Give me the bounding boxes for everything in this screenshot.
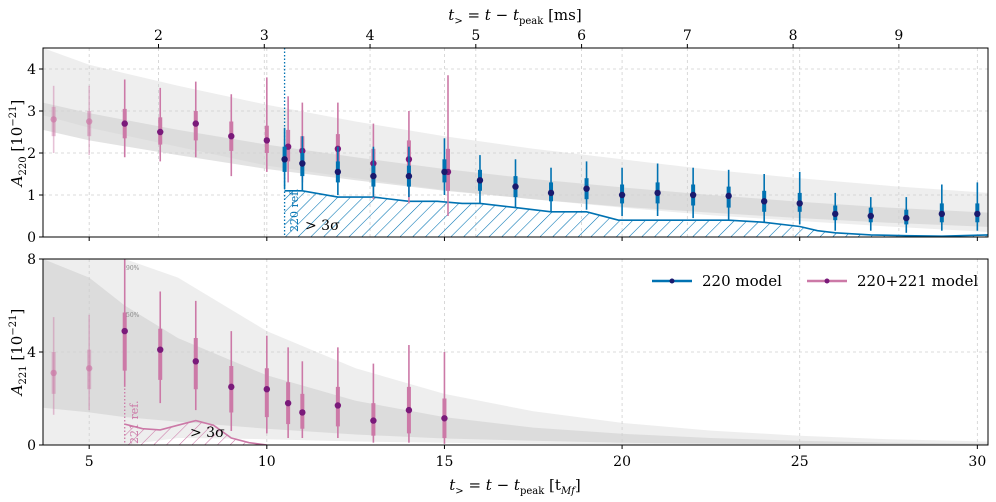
bot-point [121,327,128,335]
top-point [867,212,874,220]
bottom-reference-label: 221 ref. [128,401,141,444]
top-xtick-label: 6 [577,28,586,44]
top-point [441,168,448,176]
bottom-y-ticks: 0 4 8 [27,252,43,454]
legend-label-220-221: 220+221 model [857,272,978,290]
band-label-50: 50% [126,312,140,319]
top-point [157,128,164,136]
bottom-panel: 5 10 15 20 25 30 0 4 8 t> = t − tpeak [tMf] A22… [8,237,989,497]
bot-point [334,402,342,409]
bottom-sigma-label: > 3σ [190,425,225,441]
bottom-xtick-label: 30 [968,454,986,470]
top-point [832,210,839,218]
bot-point [284,399,292,407]
bot-point [192,358,199,365]
top-sigma-region [284,190,988,237]
top-point [796,200,803,207]
top-ytick-label: 4 [27,62,36,78]
top-point [725,192,732,200]
top-xtick-label: 7 [683,28,692,44]
bottom-xtick-label: 20 [613,454,631,470]
top-ytick-label: 1 [27,188,36,204]
top-point [405,172,413,180]
legend-label-220: 220 model [702,272,782,290]
top-point [760,198,768,205]
bottom-xtick-label: 10 [258,454,276,470]
top-point [334,168,342,176]
bottom-x-ticks: 5 10 15 20 25 30 [85,237,986,470]
top-point [228,133,235,140]
top-y-axis-title: A220 [10−21] [8,100,29,189]
top-point [299,160,306,167]
top-point [654,189,661,197]
top-xtick-label: 9 [894,28,903,44]
top-point [938,210,946,218]
top-sigma-label: > 3σ [305,218,340,234]
bot-point [228,383,235,391]
top-point [512,183,519,190]
bot-point [299,409,306,416]
top-xtick-label: 2 [154,28,163,44]
legend-marker-220-221 [824,278,830,284]
top-point [121,120,128,127]
bot-point [370,417,377,424]
bot-point [157,346,164,353]
bot-sigma-boundary [124,419,267,445]
top-point [263,137,271,144]
bottom-credible-bands [43,259,988,445]
bottom-y-axis-title: A221 [10−21] [8,309,29,398]
bot-point [263,386,271,393]
top-sigma-boundary [284,190,988,237]
top-credible-bands [43,48,988,232]
top-data-points [50,75,981,233]
top-point [476,177,484,184]
top-ytick-label: 3 [27,104,36,120]
top-reference-label: 220 ref. [288,189,301,232]
bottom-data-points [50,259,448,444]
bot-ytick-label: 4 [27,345,36,361]
bottom-xtick-label: 25 [791,454,809,470]
top-xtick-label: 5 [471,28,480,44]
top-plot-frame [42,47,989,238]
top-sigma-hatch [284,190,988,237]
top-point [974,210,981,218]
top-x-ticks: 2345678910 [154,28,996,48]
bot-point [405,406,413,414]
legend: 220 model 220+221 model [652,272,978,290]
top-y-ticks: 0 1 2 3 4 [27,62,43,246]
top-xtick-label: 3 [260,28,269,44]
top-point [583,185,590,192]
bot-band-50 [43,259,988,445]
legend-marker-220 [669,278,675,284]
top-point [689,191,697,199]
bottom-xtick-label: 5 [85,454,94,470]
bot-point [85,365,93,372]
top-point [903,214,910,222]
top-point [370,172,377,180]
top-point [50,116,57,123]
bot-sigma-hatch [124,420,267,445]
top-point [618,191,626,199]
top-xtick-label: 4 [366,28,375,44]
top-point [547,189,555,197]
top-x-axis-title: t> = t − tpeak [ms] [448,6,581,27]
top-point [281,156,288,163]
bot-ytick-label: 8 [27,252,36,268]
bot-ytick-label: 0 [27,438,36,454]
top-xtick-label: 8 [789,28,798,44]
top-band-50 [43,102,988,227]
top-point [85,118,93,125]
top-ytick-label: 0 [27,230,36,246]
top-ytick-label: 2 [27,146,36,162]
top-point [192,120,199,127]
bottom-sigma-region [124,419,267,445]
bottom-x-axis-title: t> = t − tpeak [tMf] [449,476,581,497]
bot-point [441,415,448,422]
band-label-90: 90% [126,265,140,272]
top-band-90 [43,48,988,232]
bottom-xtick-label: 15 [436,454,454,470]
bot-point [50,369,57,377]
